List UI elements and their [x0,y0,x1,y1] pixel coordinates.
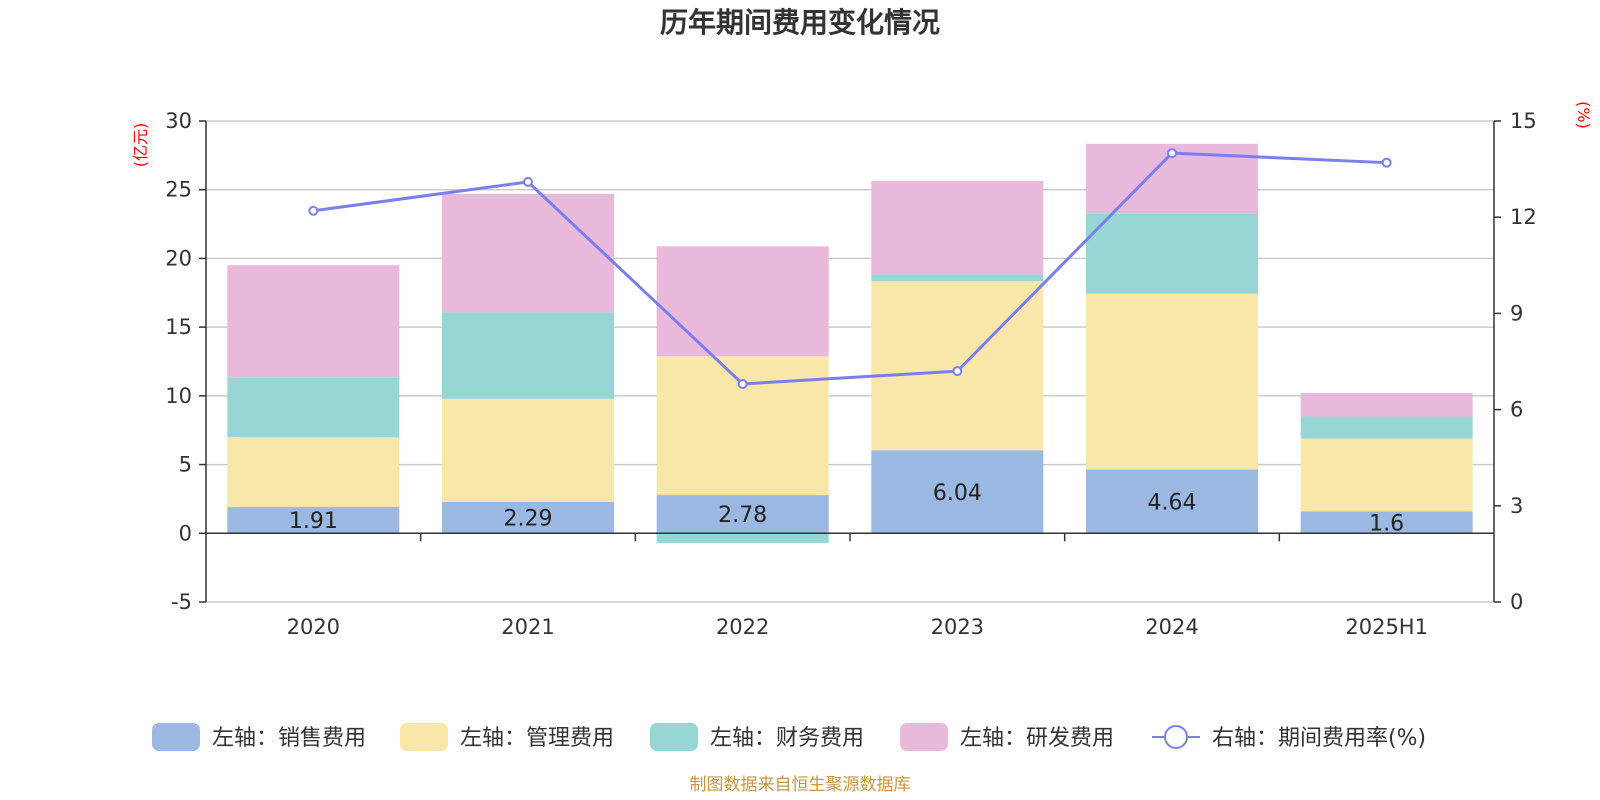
bar-segment [656,495,829,534]
right-axis-tick-label: 3 [1510,494,1523,518]
legend-label: 左轴：销售费用 [212,726,366,751]
bar-segment [656,356,829,496]
bar-segment [1300,393,1473,417]
legend-label: 左轴：研发费用 [960,726,1114,751]
rate-point [952,366,963,377]
legend-swatch [650,723,698,751]
data-label: 6.04 [933,481,982,506]
bar-segment [227,265,400,378]
legend-swatch [152,723,200,751]
right-axis-tick-label: 9 [1510,301,1523,325]
left-axis-tick-label: 25 [165,178,192,202]
bar-segment [227,377,400,437]
left-axis-tick-label: 0 [179,521,192,545]
axes: -5 0 5 10 15 20 25 30 0 3 6 9 12 15 2020 2021 2022 2023 20… [165,109,1536,639]
bar-segment [1300,438,1473,512]
left-axis-tick-label: 10 [165,384,192,408]
left-axis-unit: (亿元) [131,123,150,168]
legend: 左轴：销售费用 左轴：管理费用 左轴：财务费用 左轴：研发费用 右轴：期间费用率(%) [152,723,1426,751]
bar-segment [1086,469,1258,534]
legend-label: 左轴：财务费用 [710,726,864,751]
left-axis-tick-label: 5 [179,453,192,477]
bar-segment [871,450,1044,534]
bar-segment [1300,416,1473,439]
right-axis-tick-label: 15 [1510,109,1537,133]
data-label: 1.6 [1369,511,1404,536]
rate-line [308,148,1392,389]
bar-segment [442,398,614,502]
legend-swatch [400,723,448,751]
x-axis-label: 2024 [1145,615,1198,639]
bar-segment [442,501,614,534]
left-axis-tick-label: 20 [165,246,192,270]
legend-label: 左轴：管理费用 [460,726,614,751]
left-axis-tick-label: 15 [165,315,192,339]
chart-title: 历年期间费用变化情况 [660,6,940,39]
rate-point [308,205,319,216]
data-label: 2.78 [718,503,767,528]
bar-segment [227,507,400,534]
right-axis-unit: (%) [1574,101,1593,129]
data-labels: 1.91 2.29 2.78 6.04 4.64 1.6 [289,481,1404,537]
x-axis-label: 2020 [287,615,340,639]
bar-segment [871,180,1044,275]
bar-segment [442,312,614,399]
bar-segment [656,533,829,543]
bar-segment [442,193,614,313]
bar-segment [871,274,1044,282]
data-label: 2.29 [504,507,553,532]
left-axis-tick-label: -5 [171,590,192,614]
legend-swatch [900,723,948,751]
bars [227,143,1473,543]
rate-point [737,378,748,389]
x-axis-label: 2025H1 [1345,615,1428,639]
legend-marker [1164,725,1188,749]
bar-segment [871,281,1044,451]
right-axis-tick-label: 0 [1510,590,1523,614]
grid-lines [206,120,1494,603]
bar-segment [1086,293,1258,470]
bar-segment [656,246,829,357]
data-label: 1.91 [289,509,338,534]
rate-point [523,176,533,187]
left-axis-tick-label: 30 [165,109,192,133]
right-axis-tick-label: 12 [1510,205,1537,229]
bar-segment [227,436,400,508]
data-label: 4.64 [1148,490,1197,515]
x-axis-label: 2023 [931,615,984,639]
bar-segment [1300,511,1473,534]
source-note: 制图数据来自恒生聚源数据库 [690,775,911,795]
rate-line-path [313,151,1387,386]
legend-label: 右轴：期间费用率(%) [1212,726,1426,751]
bar-segment [1086,213,1258,294]
x-axis-label: 2022 [716,615,769,639]
right-axis-tick-label: 6 [1510,398,1523,422]
rate-point [1167,148,1177,159]
x-axis-label: 2021 [501,615,554,639]
rate-point [1381,157,1392,168]
